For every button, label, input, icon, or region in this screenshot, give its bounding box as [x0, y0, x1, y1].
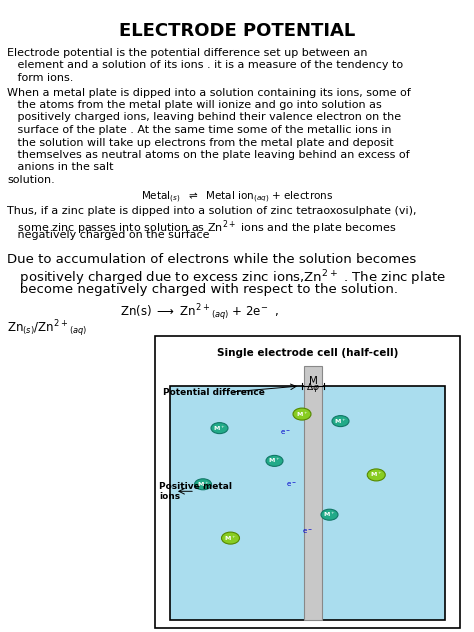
Text: e$^-$: e$^-$: [280, 428, 291, 437]
Text: negatively charged on the surface: negatively charged on the surface: [7, 231, 210, 241]
Text: Potential difference: Potential difference: [163, 388, 265, 397]
Text: M$^+$: M$^+$: [213, 423, 226, 432]
Text: positively charged due to excess zinc ions,Zn$^{2+}$ . The zinc plate: positively charged due to excess zinc io…: [7, 268, 446, 288]
Text: When a metal plate is dipped into a solution containing its ions, some of: When a metal plate is dipped into a solu…: [7, 87, 411, 97]
Ellipse shape: [194, 479, 211, 490]
Bar: [170, 386, 445, 620]
Ellipse shape: [266, 456, 283, 466]
Text: Electrode potential is the potential difference set up between an: Electrode potential is the potential dif…: [7, 48, 367, 58]
Bar: [304, 366, 322, 620]
Ellipse shape: [332, 416, 349, 427]
Text: e$^-$: e$^-$: [302, 526, 313, 535]
Text: $\Delta\varphi$: $\Delta\varphi$: [306, 381, 320, 394]
Ellipse shape: [321, 509, 338, 520]
Text: Metal$_{(s)}$  $\rightleftharpoons$  Metal ion$_{(aq)}$ + electrons: Metal$_{(s)}$ $\rightleftharpoons$ Metal…: [141, 190, 333, 205]
Text: M$^+$: M$^+$: [268, 456, 281, 465]
Text: M$^+$: M$^+$: [370, 470, 383, 479]
Text: e$^-$: e$^-$: [285, 480, 296, 489]
Ellipse shape: [367, 469, 385, 481]
Ellipse shape: [221, 532, 239, 544]
Text: Positive metal
ions: Positive metal ions: [159, 482, 232, 501]
Text: Single electrode cell (half-cell): Single electrode cell (half-cell): [217, 348, 398, 358]
Text: M$^+$: M$^+$: [296, 410, 308, 418]
Text: ELECTRODE POTENTIAL: ELECTRODE POTENTIAL: [119, 22, 355, 40]
Text: some zinc passes into solution as Zn$^{2+}$ ions and the plate becomes: some zinc passes into solution as Zn$^{2…: [7, 218, 396, 236]
Ellipse shape: [211, 423, 228, 434]
Text: M: M: [309, 376, 318, 386]
Text: the atoms from the metal plate will ionize and go into solution as: the atoms from the metal plate will ioni…: [7, 100, 382, 110]
Text: solution.: solution.: [7, 175, 55, 185]
Text: Thus, if a zinc plate is dipped into a solution of zinc tetraoxosulphate (vi),: Thus, if a zinc plate is dipped into a s…: [7, 205, 417, 216]
Text: become negatively charged with respect to the solution.: become negatively charged with respect t…: [7, 283, 398, 296]
Text: element and a solution of its ions . it is a measure of the tendency to: element and a solution of its ions . it …: [7, 61, 403, 71]
Text: anions in the salt: anions in the salt: [7, 162, 113, 173]
Text: Zn$_{(s)}$/Zn$^{2+}$$_{(aq)}$: Zn$_{(s)}$/Zn$^{2+}$$_{(aq)}$: [7, 318, 87, 339]
Bar: [155, 336, 460, 628]
Text: M$^+$: M$^+$: [323, 510, 336, 519]
Text: positively charged ions, leaving behind their valence electron on the: positively charged ions, leaving behind …: [7, 112, 401, 123]
Text: surface of the plate . At the same time some of the metallic ions in: surface of the plate . At the same time …: [7, 125, 392, 135]
Text: the solution will take up electrons from the metal plate and deposit: the solution will take up electrons from…: [7, 138, 393, 147]
Text: M$^+$: M$^+$: [224, 533, 237, 542]
Text: M$^+$: M$^+$: [197, 480, 209, 489]
Text: M$^+$: M$^+$: [334, 416, 346, 425]
Text: themselves as neutral atoms on the plate leaving behind an excess of: themselves as neutral atoms on the plate…: [7, 150, 410, 160]
Text: Zn(s) $\longrightarrow$ Zn$^{2+}$$_{(aq)}$ + 2e$^{-}$  ,: Zn(s) $\longrightarrow$ Zn$^{2+}$$_{(aq)…: [120, 302, 280, 322]
Text: Due to accumulation of electrons while the solution becomes: Due to accumulation of electrons while t…: [7, 253, 416, 266]
Text: form ions.: form ions.: [7, 73, 73, 83]
Ellipse shape: [293, 408, 311, 420]
